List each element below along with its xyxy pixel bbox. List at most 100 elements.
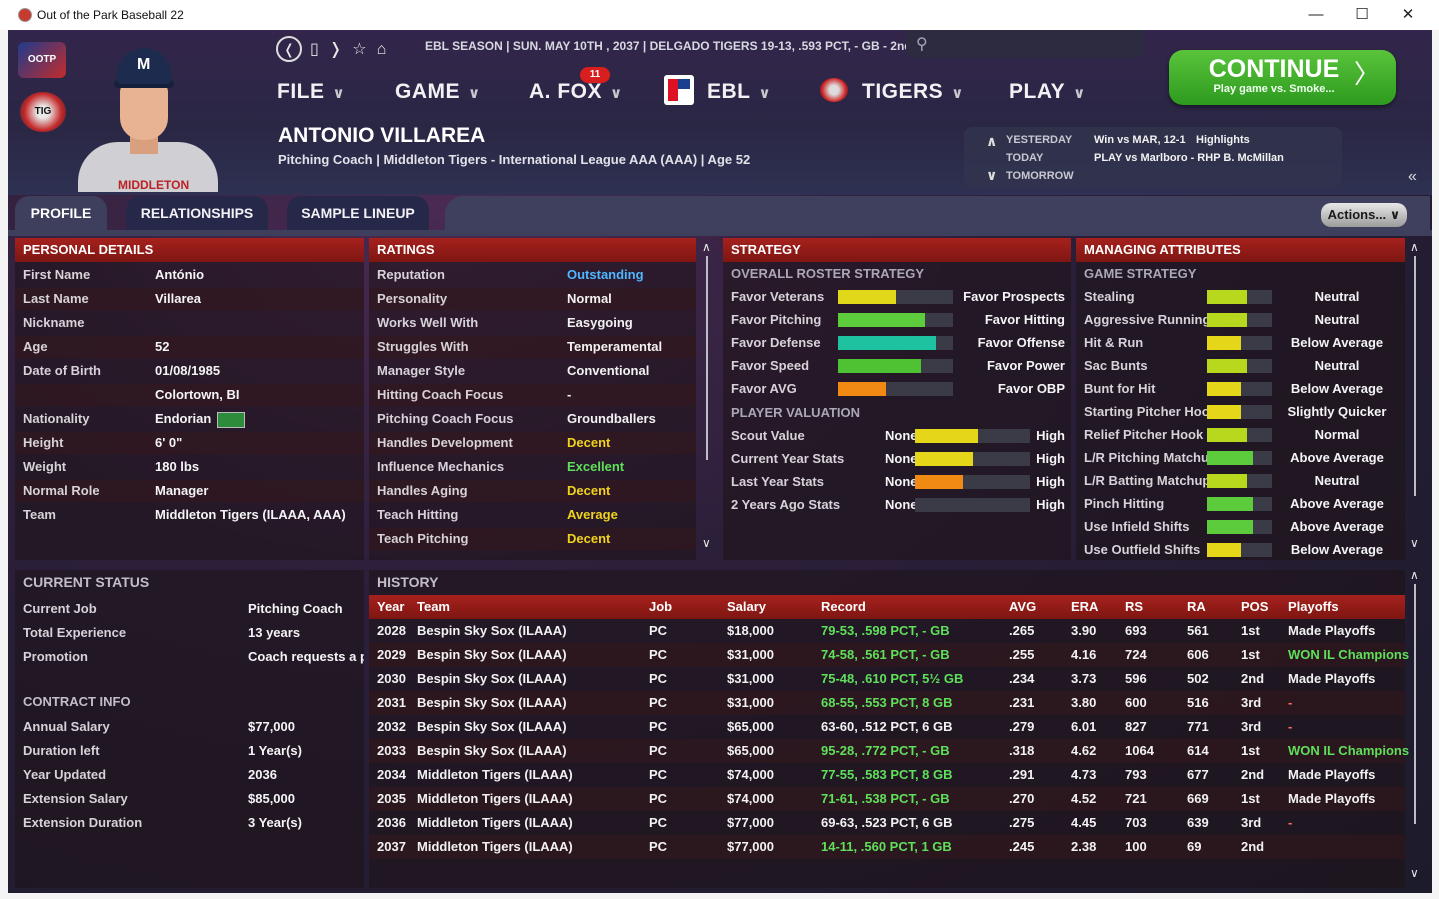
- managing-scrollbar[interactable]: [1414, 256, 1416, 496]
- menu-file[interactable]: FILE ∨: [277, 80, 345, 104]
- roster-right-label[interactable]: Favor Power: [986, 358, 1065, 373]
- continue-button[interactable]: CONTINUE Play game vs. Smoke... 〉: [1169, 50, 1396, 105]
- tab-sample-lineup[interactable]: SAMPLE LINEUP: [287, 196, 429, 236]
- back-icon[interactable]: ❬: [276, 36, 302, 62]
- ratings-scrollbar[interactable]: [706, 256, 708, 460]
- history-row[interactable]: 2033 Bespin Sky Sox (ILAAA) PC $65,000 95-28…: [369, 739, 1409, 763]
- managing-slider[interactable]: [1207, 497, 1272, 511]
- search-icon[interactable]: ⚲: [916, 36, 928, 53]
- menu-play[interactable]: PLAY ∨: [1009, 80, 1086, 104]
- roster-slider[interactable]: [838, 382, 953, 396]
- home-icon[interactable]: ⌂: [376, 41, 387, 58]
- history-col-header[interactable]: Year: [377, 599, 405, 614]
- collapse-icon[interactable]: «: [1408, 168, 1417, 185]
- history-cell[interactable]: Bespin Sky Sox (ILAAA): [417, 695, 567, 710]
- close-button[interactable]: ✕: [1401, 6, 1415, 23]
- roster-left-label[interactable]: Favor AVG: [731, 381, 797, 396]
- history-col-header[interactable]: Playoffs: [1288, 599, 1339, 614]
- ebl-logo-icon[interactable]: [664, 75, 694, 105]
- valuation-slider[interactable]: [915, 498, 1030, 512]
- roster-right-label[interactable]: Favor Prospects: [963, 289, 1065, 304]
- history-cell[interactable]: Middleton Tigers (ILAAA): [417, 791, 573, 806]
- valuation-slider[interactable]: [915, 429, 1030, 443]
- tomorrow-label[interactable]: TOMORROW: [1006, 170, 1074, 182]
- history-col-header[interactable]: Team: [417, 599, 450, 614]
- roster-right-label[interactable]: Favor OBP: [997, 381, 1065, 396]
- roster-right-label[interactable]: Favor Offense: [977, 335, 1065, 350]
- managing-slider[interactable]: [1207, 543, 1272, 557]
- history-row[interactable]: 2035 Middleton Tigers (ILAAA) PC $74,000 71-…: [369, 787, 1405, 811]
- actions-button[interactable]: Actions... ∨: [1321, 203, 1407, 227]
- history-cell[interactable]: Bespin Sky Sox (ILAAA): [417, 647, 567, 662]
- history-row[interactable]: 2036 Middleton Tigers (ILAAA) PC $77,000 69-…: [369, 811, 1405, 835]
- managing-slider[interactable]: [1207, 405, 1272, 419]
- history-cell[interactable]: Bespin Sky Sox (ILAAA): [417, 743, 567, 758]
- roster-slider[interactable]: [838, 336, 953, 350]
- search-box[interactable]: ⚲: [906, 30, 1144, 58]
- managing-slider[interactable]: [1207, 359, 1272, 373]
- highlights-link[interactable]: Highlights: [1196, 134, 1250, 146]
- team-logo[interactable]: TIG: [20, 92, 66, 132]
- menu-afox[interactable]: A. FOX ∨: [529, 80, 623, 104]
- valuation-slider[interactable]: [915, 452, 1030, 466]
- history-scroll-up-icon[interactable]: ∧: [1410, 568, 1419, 582]
- yesterday-label[interactable]: YESTERDAY: [1006, 134, 1073, 146]
- menu-game[interactable]: GAME ∨: [395, 80, 481, 104]
- history-cell[interactable]: Middleton Tigers (ILAAA): [417, 839, 573, 854]
- history-col-header[interactable]: ERA: [1071, 599, 1099, 614]
- managing-slider[interactable]: [1207, 474, 1272, 488]
- roster-slider[interactable]: [838, 290, 953, 304]
- star-icon[interactable]: ☆: [352, 41, 367, 58]
- history-scroll-down-icon[interactable]: ∨: [1410, 866, 1419, 880]
- history-scrollbar[interactable]: [1414, 584, 1416, 824]
- roster-slider[interactable]: [838, 359, 953, 373]
- history-cell[interactable]: Middleton Tigers (ILAAA): [417, 815, 573, 830]
- roster-slider[interactable]: [838, 313, 953, 327]
- history-col-header[interactable]: Job: [649, 599, 673, 614]
- history-col-header[interactable]: POS: [1241, 599, 1269, 614]
- history-row[interactable]: 2028 Bespin Sky Sox (ILAAA) PC $18,000 79-53…: [369, 619, 1405, 643]
- today-label[interactable]: TODAY: [1006, 152, 1044, 164]
- history-col-header[interactable]: Salary: [727, 599, 767, 614]
- history-row[interactable]: 2029 Bespin Sky Sox (ILAAA) PC $31,000 74-58…: [369, 643, 1409, 667]
- managing-slider[interactable]: [1207, 428, 1272, 442]
- tigers-logo-icon[interactable]: [820, 78, 848, 102]
- history-cell[interactable]: Bespin Sky Sox (ILAAA): [417, 623, 567, 638]
- league-logo[interactable]: OOTP: [18, 42, 66, 78]
- tab-profile[interactable]: PROFILE: [15, 196, 107, 236]
- yesterday-result[interactable]: Win vs MAR, 12-1: [1094, 134, 1186, 146]
- managing-scroll-down-icon[interactable]: ∨: [1410, 536, 1419, 550]
- tab-relationships[interactable]: RELATIONSHIPS: [126, 196, 268, 236]
- history-col-header[interactable]: RS: [1125, 599, 1144, 614]
- history-row[interactable]: 2037 Middleton Tigers (ILAAA) PC $77,000 14-…: [369, 835, 1405, 859]
- forward-icon[interactable]: ❭: [328, 41, 343, 58]
- history-col-header[interactable]: RA: [1187, 599, 1206, 614]
- valuation-slider[interactable]: [915, 475, 1030, 489]
- ratings-scroll-down-icon[interactable]: ∨: [702, 536, 711, 550]
- managing-slider[interactable]: [1207, 290, 1272, 304]
- history-row[interactable]: 2030 Bespin Sky Sox (ILAAA) PC $31,000 75-48…: [369, 667, 1405, 691]
- roster-left-label[interactable]: Favor Defense: [731, 335, 821, 350]
- maximize-button[interactable]: ☐: [1355, 6, 1369, 23]
- minimize-button[interactable]: —: [1308, 6, 1324, 23]
- roster-left-label[interactable]: Favor Pitching: [731, 312, 822, 327]
- history-row[interactable]: 2032 Bespin Sky Sox (ILAAA) PC $65,000 63-60…: [369, 715, 1405, 739]
- managing-slider[interactable]: [1207, 313, 1272, 327]
- ratings-scroll-up-icon[interactable]: ∧: [702, 240, 711, 254]
- notification-badge[interactable]: 11: [580, 67, 610, 83]
- managing-slider[interactable]: [1207, 382, 1272, 396]
- page-icon[interactable]: ▯: [310, 41, 319, 58]
- managing-slider[interactable]: [1207, 451, 1272, 465]
- history-col-header[interactable]: Record: [821, 599, 866, 614]
- history-cell[interactable]: Bespin Sky Sox (ILAAA): [417, 671, 567, 686]
- managing-scroll-up-icon[interactable]: ∧: [1410, 240, 1419, 254]
- roster-left-label[interactable]: Favor Veterans: [731, 289, 825, 304]
- history-cell[interactable]: Middleton Tigers (ILAAA): [417, 767, 573, 782]
- history-row[interactable]: 2031 Bespin Sky Sox (ILAAA) PC $31,000 68-55…: [369, 691, 1405, 715]
- managing-slider[interactable]: [1207, 336, 1272, 350]
- menu-tigers[interactable]: TIGERS ∨: [862, 80, 964, 104]
- day-down-icon[interactable]: ∨: [986, 167, 998, 183]
- history-row[interactable]: 2034 Middleton Tigers (ILAAA) PC $74,000 77-…: [369, 763, 1405, 787]
- history-cell[interactable]: Bespin Sky Sox (ILAAA): [417, 719, 567, 734]
- day-up-icon[interactable]: ∧: [986, 133, 998, 149]
